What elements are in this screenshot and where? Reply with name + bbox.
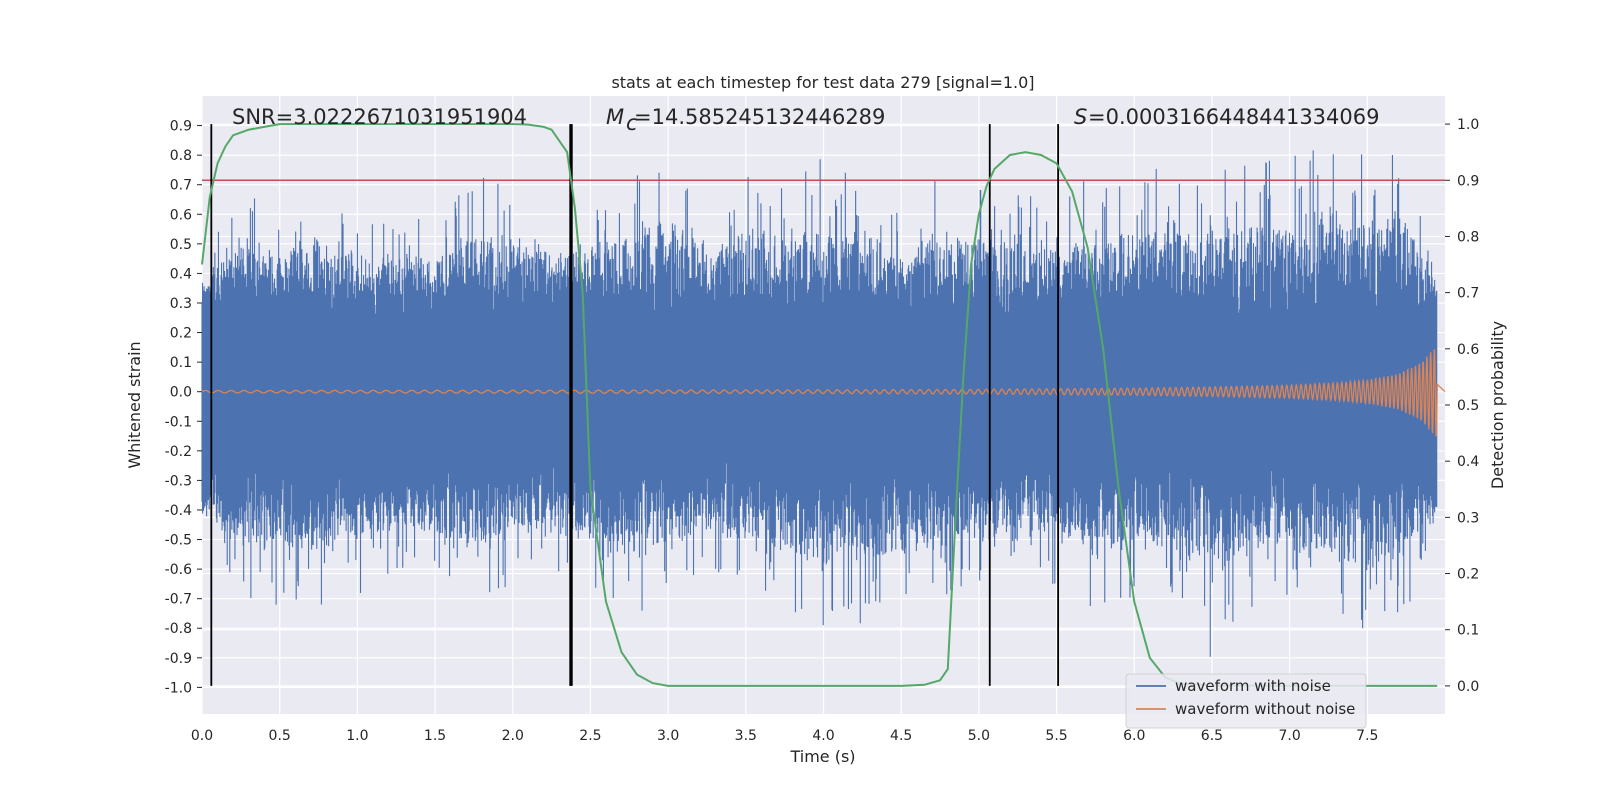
y-tick-label: 0.1	[170, 355, 192, 371]
x-tick-label: 5.0	[968, 728, 990, 744]
y-tick-label: -0.7	[165, 592, 192, 608]
y-tick-label: 0.9	[170, 119, 192, 135]
y-tick-label: 0.3	[170, 296, 192, 312]
clean-series	[201, 349, 1446, 437]
y2-tick-label: 1.0	[1457, 117, 1479, 133]
x-axis-label: Time (s)	[789, 747, 855, 766]
ticks: 0.0 0.5 1.0 1.5 2.0 2.5 3.0 3.5 4.0 4.5 5.0 5.5 6.0 6…	[165, 117, 1480, 744]
y-tick-label: -0.4	[165, 503, 192, 519]
y-tick-label: 0.2	[170, 326, 192, 342]
svg-text:=14.585245132446289: =14.585245132446289	[634, 105, 885, 129]
y-tick-label: -0.1	[165, 414, 192, 430]
y-tick-label: -1.0	[165, 680, 192, 696]
x-tick-label: 6.0	[1123, 728, 1145, 744]
y-tick-label: -0.8	[165, 621, 192, 637]
x-tick-label: 2.0	[502, 728, 524, 744]
x-tick-label: 1.0	[346, 728, 368, 744]
s-annotation: S =0.0003166448441334069	[1074, 105, 1380, 129]
y-axis-label: Whitened strain	[125, 341, 144, 468]
mc-annotation: M c =14.585245132446289	[606, 105, 885, 135]
y-tick-label: -0.6	[165, 562, 192, 578]
y-tick-label: 0.4	[170, 266, 192, 282]
vertical-lines	[210, 124, 1060, 686]
x-tick-label: 0.0	[191, 728, 213, 744]
x-tick-label: 7.0	[1278, 728, 1300, 744]
x-tick-label: 1.5	[424, 728, 446, 744]
y2-tick-label: 0.6	[1457, 342, 1479, 358]
x-tick-label: 4.5	[890, 728, 912, 744]
y-tick-label: -0.2	[165, 444, 192, 460]
chart-title: stats at each timestep for test data 279…	[611, 73, 1034, 92]
y-tick-label: -0.9	[165, 651, 192, 667]
x-tick-label: 6.5	[1201, 728, 1223, 744]
svg-text:=0.0003166448441334069: =0.0003166448441334069	[1088, 105, 1380, 129]
y2-tick-label: 0.8	[1457, 229, 1479, 245]
legend-label-noise: waveform with noise	[1175, 677, 1331, 695]
legend: waveform with noise waveform without noi…	[1125, 673, 1367, 729]
probability-series	[201, 123, 1438, 687]
y2-tick-label: 0.5	[1457, 398, 1479, 414]
y2-axis-label: Detection probability	[1488, 321, 1507, 489]
x-tick-label: 2.5	[579, 728, 601, 744]
y2-tick-label: 0.4	[1457, 454, 1479, 470]
svg-text:S: S	[1074, 105, 1087, 129]
x-tick-label: 3.5	[735, 728, 757, 744]
x-tick-label: 5.5	[1045, 728, 1067, 744]
y-tick-label: 0.6	[170, 207, 192, 223]
x-tick-label: 0.5	[269, 728, 291, 744]
legend-label-clean: waveform without noise	[1175, 700, 1355, 718]
probability-line	[201, 123, 1438, 687]
y2-tick-label: 0.3	[1457, 510, 1479, 526]
y-tick-label: 0.7	[170, 178, 192, 194]
y2-tick-label: 0.0	[1457, 679, 1479, 695]
svg-text:c: c	[626, 111, 638, 135]
svg-text:M: M	[606, 105, 624, 129]
snr-annotation: SNR=3.0222671031951904	[232, 105, 527, 129]
y-tick-label: -0.3	[165, 473, 192, 489]
y2-tick-label: 0.1	[1457, 623, 1479, 639]
y-tick-label: -0.5	[165, 533, 192, 549]
x-tick-label: 3.0	[657, 728, 679, 744]
y-tick-label: 0.8	[170, 148, 192, 164]
y-tick-label: 0.5	[170, 237, 192, 253]
clean-waveform-line	[201, 349, 1446, 437]
y2-tick-label: 0.2	[1457, 567, 1479, 583]
x-tick-label: 4.0	[812, 728, 834, 744]
x-tick-label: 7.5	[1356, 728, 1378, 744]
y2-tick-label: 0.9	[1457, 173, 1479, 189]
y2-tick-label: 0.7	[1457, 286, 1479, 302]
y-tick-label: 0.0	[170, 385, 192, 401]
